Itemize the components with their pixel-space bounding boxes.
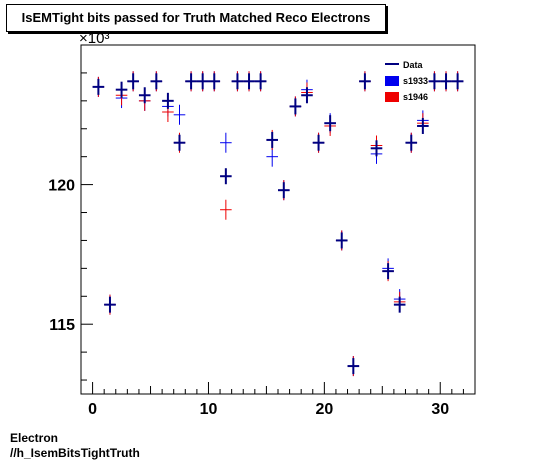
data-point: [254, 73, 267, 90]
data-point: [92, 78, 105, 95]
legend: Data s1933 s1946: [385, 60, 428, 102]
data-marks: [92, 71, 464, 377]
data-point: [393, 296, 406, 313]
footer-label-2: //h_IsemBitsTightTruth: [10, 446, 140, 460]
data-point: [243, 73, 255, 90]
data-point: [127, 73, 139, 90]
legend-label: s1933: [403, 76, 428, 86]
data-point: [162, 92, 174, 109]
data-point: [266, 131, 278, 148]
series-data: [92, 73, 464, 375]
data-point: [220, 168, 232, 185]
data-point: [289, 98, 302, 115]
data-point: [173, 134, 186, 151]
y-tick-label: 115: [49, 317, 75, 334]
data-point: [417, 117, 429, 134]
data-point: [231, 73, 244, 90]
data-point: [347, 358, 360, 375]
footer-label-1: Electron: [10, 431, 59, 445]
x-tick-label: 0: [88, 401, 97, 418]
y-axis-multiplier: ×10³: [79, 30, 109, 47]
data-point: [115, 81, 128, 98]
data-point: [301, 87, 313, 104]
data-point: [451, 73, 464, 90]
legend-label: s1946: [403, 92, 428, 102]
data-point: [440, 73, 452, 90]
y-tick-label: 120: [48, 178, 75, 195]
legend-swatch-s1946: [385, 92, 399, 102]
data-point: [359, 73, 371, 90]
data-point: [370, 140, 383, 157]
legend-swatch-s1933: [385, 76, 399, 86]
data-point: [324, 115, 336, 132]
data-point: [173, 104, 186, 125]
data-point: [220, 132, 232, 153]
data-point: [278, 182, 290, 199]
data-point: [208, 73, 221, 90]
data-point: [382, 263, 394, 280]
legend-label: Data: [403, 60, 424, 70]
chart-title: IsEMTight bits passed for Truth Matched …: [6, 4, 386, 32]
axes: 0 10 20 30 115 120 ×10³: [48, 30, 476, 418]
data-point: [405, 134, 418, 151]
data-point: [150, 73, 163, 90]
data-point: [312, 134, 325, 151]
data-point: [266, 146, 278, 167]
data-point: [104, 296, 116, 313]
x-tick-label: 20: [315, 401, 333, 418]
data-point: [185, 73, 197, 90]
data-point: [220, 199, 232, 220]
x-tick-label: 30: [431, 401, 449, 418]
data-point: [196, 73, 209, 90]
x-tick-label: 10: [200, 401, 218, 418]
series-s1946: [92, 71, 464, 377]
series-s1933: [92, 71, 464, 377]
data-point: [335, 232, 348, 249]
data-point: [138, 87, 151, 104]
data-point: [428, 73, 441, 90]
